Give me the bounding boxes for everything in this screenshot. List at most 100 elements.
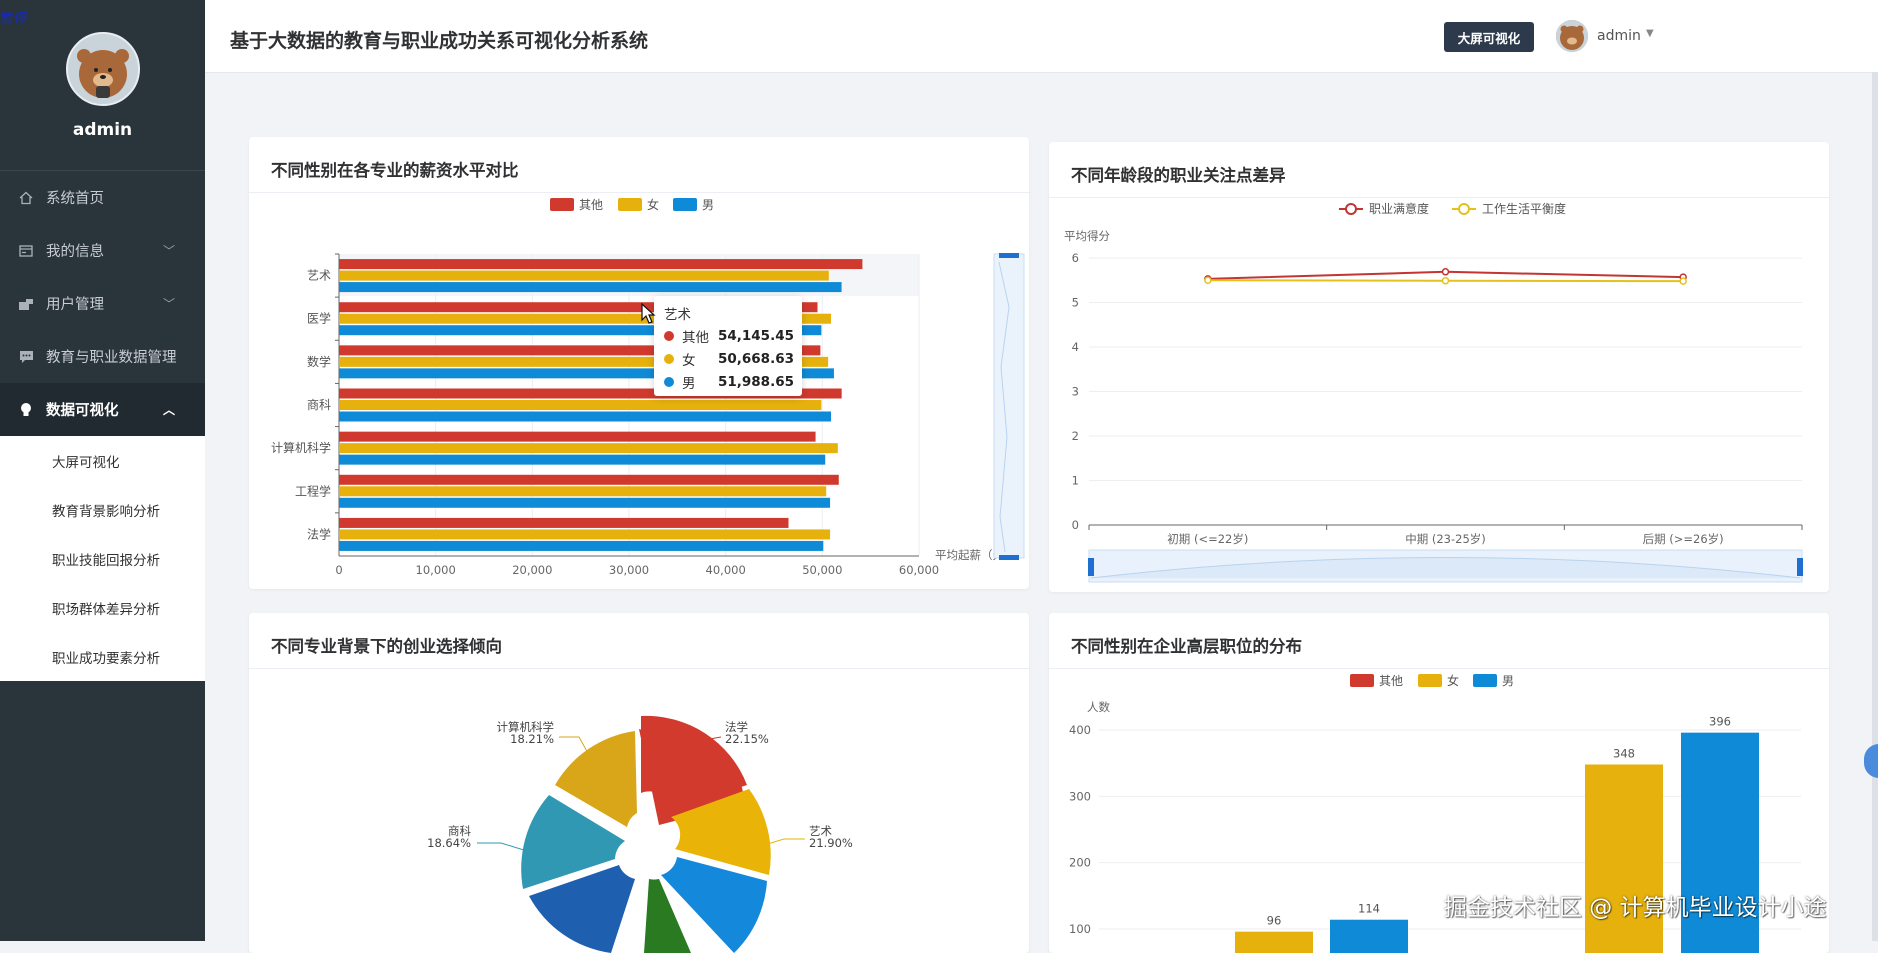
pie-slice-business[interactable]	[521, 795, 625, 889]
pie-slice-green[interactable]	[644, 879, 691, 953]
pie-slice-art[interactable]	[671, 789, 771, 875]
submenu-item-bigscreen[interactable]: 大屏可视化	[52, 454, 120, 471]
avatar[interactable]	[66, 32, 140, 106]
legend-label[interactable]: 职业满意度	[1369, 201, 1429, 216]
x-tick-label: 40,000	[706, 563, 746, 577]
legend-swatch[interactable]	[673, 198, 697, 211]
bar[interactable]	[339, 270, 829, 281]
data-point[interactable]	[1204, 276, 1212, 284]
legend-label[interactable]: 女	[1447, 673, 1459, 688]
y-tick-label: 1	[1072, 474, 1079, 488]
x-tick-label: 20,000	[512, 563, 552, 577]
submenu-item-group-difference[interactable]: 职场群体差异分析	[52, 601, 160, 618]
x-tick-label: 中期 (23-25岁)	[1405, 532, 1486, 546]
bar[interactable]	[339, 497, 831, 508]
data-point[interactable]	[1441, 276, 1450, 285]
divider	[1049, 668, 1829, 669]
pie-slice-cs[interactable]	[555, 731, 637, 827]
x-tick-label: 60,000	[899, 563, 939, 577]
bar[interactable]	[339, 259, 863, 270]
card-startup-choice: 不同专业背景下的创业选择倾向 法学 22.15% 艺术 21.90% 商科 18.64% 计…	[249, 613, 1029, 953]
bar[interactable]	[339, 356, 829, 367]
datazoom-handle-top[interactable]	[999, 253, 1019, 258]
side-float-button[interactable]	[1864, 744, 1878, 778]
y-tick-label: 2	[1072, 429, 1079, 443]
bar[interactable]	[1585, 764, 1663, 953]
legend-label[interactable]: 男	[702, 198, 714, 212]
legend-label[interactable]: 男	[1502, 674, 1514, 688]
bear-avatar-icon	[1556, 20, 1588, 52]
bar[interactable]	[339, 282, 842, 293]
pie-slice-navy[interactable]	[529, 865, 635, 953]
watermark: 掘金技术社区 @ 计算机毕业设计小途	[1444, 895, 1827, 921]
datazoom-handle-left[interactable]	[1088, 558, 1094, 576]
legend-label[interactable]: 其他	[579, 198, 603, 212]
legend-swatch[interactable]	[1473, 674, 1497, 687]
sidebar-item-profile[interactable]: 我的信息 ﹀	[0, 224, 205, 277]
legend-marker[interactable]	[1458, 203, 1470, 215]
datazoom-handle-bottom[interactable]	[999, 555, 1019, 560]
submenu-item-skill-return[interactable]: 职业技能回报分析	[52, 552, 160, 569]
user-avatar[interactable]	[1556, 20, 1588, 52]
y-tick-label: 200	[1069, 856, 1091, 870]
bar[interactable]	[339, 411, 832, 422]
page-scrollbar[interactable]	[1872, 72, 1878, 941]
bar[interactable]	[339, 388, 842, 399]
bar[interactable]	[1330, 919, 1408, 953]
legend-marker[interactable]	[1345, 203, 1357, 215]
bar[interactable]	[339, 368, 834, 379]
bar[interactable]	[339, 529, 831, 540]
legend-label[interactable]: 女	[647, 197, 659, 212]
age-line-chart: 职业满意度 工作生活平衡度 平均得分 0 1 2 3 4 5 6 初期 (<=22岁) 中期 (…	[1064, 201, 1803, 583]
pie-slice-law[interactable]	[641, 715, 747, 811]
legend-label[interactable]: 工作生活平衡度	[1482, 201, 1566, 216]
tooltip-series-name: 男	[682, 376, 696, 392]
data-point[interactable]	[1441, 268, 1450, 276]
pie-slice-blue[interactable]	[661, 857, 767, 953]
bar[interactable]	[339, 313, 832, 324]
legend-swatch[interactable]	[1350, 674, 1374, 687]
bar[interactable]	[339, 517, 789, 528]
datazoom-vertical[interactable]	[993, 253, 1025, 560]
message-icon	[18, 349, 34, 365]
data-point[interactable]	[1679, 277, 1687, 285]
leadership-bar-chart: 其他 女 男 人数 100 200 300 400 96 114 348 396	[1069, 673, 1801, 953]
bigscreen-button[interactable]: 大屏可视化	[1444, 22, 1534, 52]
bar[interactable]	[339, 540, 824, 551]
bar[interactable]	[339, 345, 821, 356]
bar-value-label: 348	[1613, 746, 1635, 760]
salary-bar-chart: 其他女男 艺术医学数学商科计算机科学工程学法学 0 10,000 20,000 30,…	[271, 197, 1025, 577]
bar[interactable]	[339, 486, 827, 497]
legend-swatch[interactable]	[550, 198, 574, 211]
divider	[1049, 197, 1829, 198]
bar[interactable]	[339, 474, 839, 485]
bar[interactable]	[1681, 732, 1759, 953]
sidebar-item-home[interactable]: 系统首页	[0, 171, 205, 224]
bar[interactable]	[339, 302, 818, 313]
sidebar-item-users[interactable]: 用户管理 ﹀	[0, 277, 205, 330]
bar[interactable]	[339, 325, 822, 336]
sidebar-item-label: 教育与职业数据管理	[46, 350, 177, 366]
submenu-item-education-impact[interactable]: 教育背景影响分析	[52, 503, 160, 520]
bar[interactable]	[339, 431, 816, 442]
datazoom-horizontal[interactable]	[1088, 549, 1803, 583]
card-salary-comparison: 不同性别在各专业的薪资水平对比 其他女男 艺术 医学 数学 商科 计算机科学 工程学 法学 …	[249, 137, 1029, 589]
y-tick-label: 100	[1069, 922, 1091, 936]
bar[interactable]	[339, 454, 826, 465]
card-title: 不同专业背景下的创业选择倾向	[271, 637, 502, 656]
sidebar-item-data-management[interactable]: 教育与职业数据管理	[0, 330, 205, 383]
sidebar-item-visualization[interactable]: 数据可视化 ︿	[0, 383, 205, 436]
bar[interactable]	[1235, 931, 1313, 953]
y-axis-label: 平均得分	[1064, 229, 1110, 243]
datazoom-handle-right[interactable]	[1797, 558, 1803, 576]
submenu-item-success-factors[interactable]: 职业成功要素分析	[52, 650, 160, 667]
legend-swatch[interactable]	[1418, 674, 1442, 687]
caret-down-icon[interactable]: ▼	[1646, 28, 1654, 39]
y-axis-label: 人数	[1087, 700, 1110, 714]
bar[interactable]	[339, 400, 822, 410]
tooltip-value: 54,145.45	[717, 328, 794, 344]
user-menu-name[interactable]: admin	[1597, 28, 1641, 44]
legend-swatch[interactable]	[618, 198, 642, 211]
bar[interactable]	[339, 443, 838, 454]
legend-label[interactable]: 其他	[1379, 674, 1403, 688]
